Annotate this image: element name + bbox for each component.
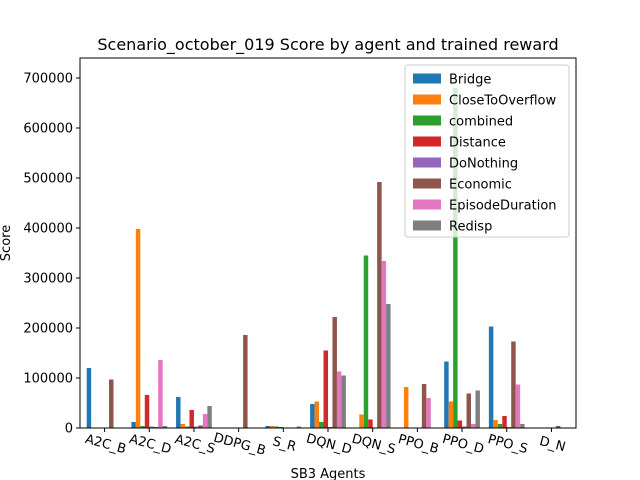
bar (131, 422, 136, 428)
bar (135, 229, 141, 428)
bar (158, 360, 163, 428)
bar (403, 387, 409, 428)
bar (457, 420, 463, 428)
bar (341, 375, 346, 428)
bar (176, 397, 181, 428)
bar (555, 426, 561, 428)
bar (493, 420, 498, 428)
bar (140, 426, 145, 428)
bar (189, 410, 194, 428)
y-tick-label: 100000 (23, 372, 73, 387)
bar (466, 393, 471, 428)
bar (497, 424, 503, 428)
bar (144, 395, 150, 428)
x-tick-label: S_R (271, 434, 298, 455)
bar (274, 426, 279, 428)
y-tick-label: 300000 (23, 272, 73, 287)
bar (193, 426, 199, 428)
y-tick-label: 400000 (23, 222, 73, 237)
x-axis-label: SB3 Agents (291, 467, 366, 480)
bar (475, 390, 480, 428)
y-axis-label: Score (0, 225, 14, 261)
bar (363, 255, 369, 428)
legend-swatch (413, 199, 441, 210)
legend-label: Economic (449, 178, 512, 193)
bar (265, 426, 270, 428)
legend-swatch (413, 157, 441, 168)
chart-title: Scenario_october_019 Score by agent and … (97, 35, 558, 55)
bar (202, 414, 208, 428)
bar (502, 416, 507, 428)
bar (323, 350, 328, 428)
bar (359, 414, 364, 428)
bar (511, 341, 516, 428)
bar (462, 426, 467, 428)
y-tick-label: 200000 (23, 322, 73, 337)
y-tick-label: 700000 (23, 72, 73, 87)
bar (162, 426, 168, 428)
bar (269, 426, 275, 428)
legend-label: EpisodeDuration (449, 199, 557, 214)
bar (185, 426, 190, 428)
bar (296, 426, 302, 428)
bar (332, 317, 337, 428)
bar (149, 426, 154, 428)
bar (368, 419, 373, 428)
bar (198, 425, 203, 428)
bar (180, 424, 186, 428)
bar (520, 424, 525, 428)
legend-frame (404, 64, 570, 238)
bar (421, 384, 427, 428)
bar (310, 404, 315, 428)
bar (470, 424, 476, 428)
y-tick-label: 600000 (23, 122, 73, 137)
bar (319, 422, 324, 428)
bar (86, 368, 92, 428)
bar (488, 326, 494, 428)
bar (207, 406, 212, 428)
legend-swatch (413, 115, 441, 126)
legend-label: DoNothing (449, 157, 518, 172)
bar (314, 401, 320, 428)
bar (243, 335, 248, 428)
bar (386, 304, 391, 428)
legend-label: Redisp (449, 220, 492, 235)
y-tick-label: 0 (65, 422, 73, 437)
legend-swatch (413, 73, 441, 84)
legend-label: CloseToOverflow (449, 94, 557, 109)
legend: Bridge CloseToOverflow combined Distance DoN… (404, 64, 570, 238)
legend-label: combined (449, 115, 513, 130)
bar (426, 398, 431, 428)
legend-swatch (413, 220, 441, 231)
bars-group (86, 88, 561, 428)
bar (377, 182, 382, 428)
bar (336, 371, 342, 428)
bar (381, 261, 387, 428)
bar (444, 361, 449, 428)
y-tick-label: 500000 (23, 172, 73, 187)
legend-swatch (413, 94, 441, 105)
x-tick-label: D_N (538, 434, 567, 455)
legend-swatch (413, 178, 441, 189)
bar (515, 384, 521, 428)
y-axis: 0 100000 200000 300000 400000 500000 600000 700… (23, 72, 80, 437)
bar (453, 88, 458, 428)
legend-label: Bridge (449, 73, 491, 88)
bar (109, 379, 114, 428)
legend-swatch (413, 136, 441, 147)
bar (448, 401, 454, 428)
legend-label: Distance (449, 136, 506, 151)
